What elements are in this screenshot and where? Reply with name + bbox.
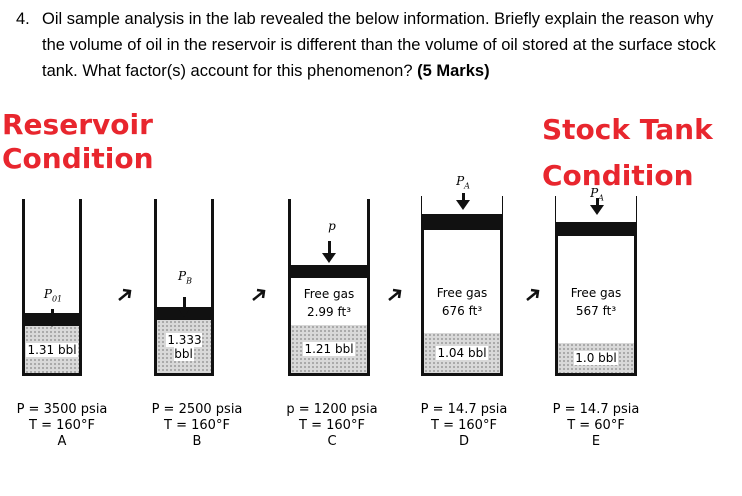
cylinder-a: 1.31 bbl P01 (22, 199, 82, 376)
cylinder-d: 1.04 bbl Free gas 676 ft³ (421, 214, 503, 376)
conditions-c-temperature: T = 160°F (299, 418, 365, 433)
cylinder-d-wall-left-top (421, 196, 422, 214)
pressure-symbol-e: PA (590, 186, 604, 203)
oil-volume-e: 1.0 bbl (558, 343, 634, 373)
free-gas-c: Free gas 2.99 ft³ (291, 285, 367, 321)
free-gas-label-d: Free gas (436, 286, 488, 300)
pressure-symbol-a: P01 (43, 287, 63, 304)
conditions-d-letter: D (458, 434, 469, 449)
conditions-b: P = 2500 psia T = 160°F B (142, 402, 252, 450)
free-gas-volume-c: 2.99 ft³ (306, 305, 352, 319)
oil-label-b: 1.333 bbl (166, 332, 202, 361)
pressure-symbol-b: PB (178, 269, 192, 286)
conditions-c: p = 1200 psia T = 160°F C (277, 402, 387, 450)
question-text: Oil sample analysis in the lab revealed … (42, 6, 738, 84)
conditions-d-temperature: T = 160°F (431, 418, 497, 433)
stock-tank-label-line1: Stock Tank (542, 113, 713, 146)
conditions-e-pressure: P = 14.7 psia (552, 402, 640, 417)
pressure-symbol-c: p (328, 219, 336, 233)
oil-label-a: 1.31 bbl (26, 342, 78, 357)
pressure-arrow-b (177, 307, 191, 317)
piston-rod-a (51, 309, 54, 318)
piston-rod-e (596, 198, 599, 207)
question-body: Oil sample analysis in the lab revealed … (42, 10, 716, 80)
oil-volume-c: 1.21 bbl (291, 325, 367, 373)
conditions-e-temperature: T = 60°F (567, 418, 625, 433)
flow-arrow-b-c (252, 288, 266, 301)
question-number: 4. (16, 10, 30, 28)
flow-arrow-c-d (388, 288, 402, 301)
reservoir-label-line2: Condition (2, 142, 154, 175)
question-marks: (5 Marks) (417, 62, 490, 80)
conditions-a: P = 3500 psia T = 160°F A (7, 402, 117, 450)
conditions-d: P = 14.7 psia T = 160°F D (409, 402, 519, 450)
pressure-symbol-d: PA (456, 174, 470, 191)
piston-d (421, 214, 503, 230)
pressure-arrow-d (456, 200, 470, 210)
conditions-c-letter: C (327, 434, 337, 449)
piston-e (555, 222, 637, 236)
conditions-d-pressure: P = 14.7 psia (420, 402, 508, 417)
cylinder-e-wall-right-top (636, 196, 637, 222)
conditions-b-letter: B (192, 434, 202, 449)
stock-tank-label-line2: Condition (542, 159, 694, 192)
cylinder-d-wall-right-top (502, 196, 503, 214)
free-gas-d: Free gas 676 ft³ (424, 284, 500, 320)
conditions-a-letter: A (57, 434, 67, 449)
piston-c (291, 265, 367, 278)
free-gas-e: Free gas 567 ft³ (558, 284, 634, 320)
conditions-a-pressure: P = 3500 psia (16, 402, 108, 417)
conditions-b-temperature: T = 160°F (164, 418, 230, 433)
reservoir-label-line1: Reservoir (2, 108, 153, 141)
conditions-e-letter: E (591, 434, 601, 449)
pressure-arrow-a (45, 317, 59, 327)
conditions-b-pressure: P = 2500 psia (151, 402, 243, 417)
oil-label-c: 1.21 bbl (303, 342, 355, 356)
pressure-arrow-e (590, 205, 604, 215)
cylinder-e-wall-left-top (555, 196, 556, 222)
oil-volume-b: 1.333 bbl (157, 320, 211, 373)
oil-volume-d: 1.04 bbl (424, 333, 500, 373)
stock-tank-condition-label: Stock Tank Condition (542, 107, 713, 199)
piston-rod-d (462, 193, 465, 202)
piston-rod-b (183, 297, 186, 310)
conditions-c-pressure: p = 1200 psia (286, 402, 378, 417)
conditions-e: P = 14.7 psia T = 60°F E (541, 402, 651, 450)
reservoir-condition-label: Reservoir Condition (2, 108, 154, 176)
oil-label-e: 1.0 bbl (574, 351, 618, 365)
cylinder-c: 1.21 bbl Free gas 2.99 ft³ p (288, 199, 370, 376)
free-gas-label-c: Free gas (303, 287, 355, 301)
piston-rod-c (328, 241, 331, 255)
oil-volume-a: 1.31 bbl (25, 326, 79, 373)
flow-arrow-d-e (526, 288, 540, 301)
free-gas-label-e: Free gas (570, 286, 622, 300)
cylinder-e: 1.0 bbl Free gas 567 ft³ (555, 222, 637, 376)
flow-arrow-a-b (118, 288, 132, 301)
free-gas-volume-e: 567 ft³ (575, 304, 617, 318)
cylinder-b: 1.333 bbl PB (154, 199, 214, 376)
conditions-a-temperature: T = 160°F (29, 418, 95, 433)
free-gas-volume-d: 676 ft³ (441, 304, 483, 318)
oil-label-d: 1.04 bbl (436, 346, 488, 360)
pressure-arrow-c (322, 253, 336, 263)
